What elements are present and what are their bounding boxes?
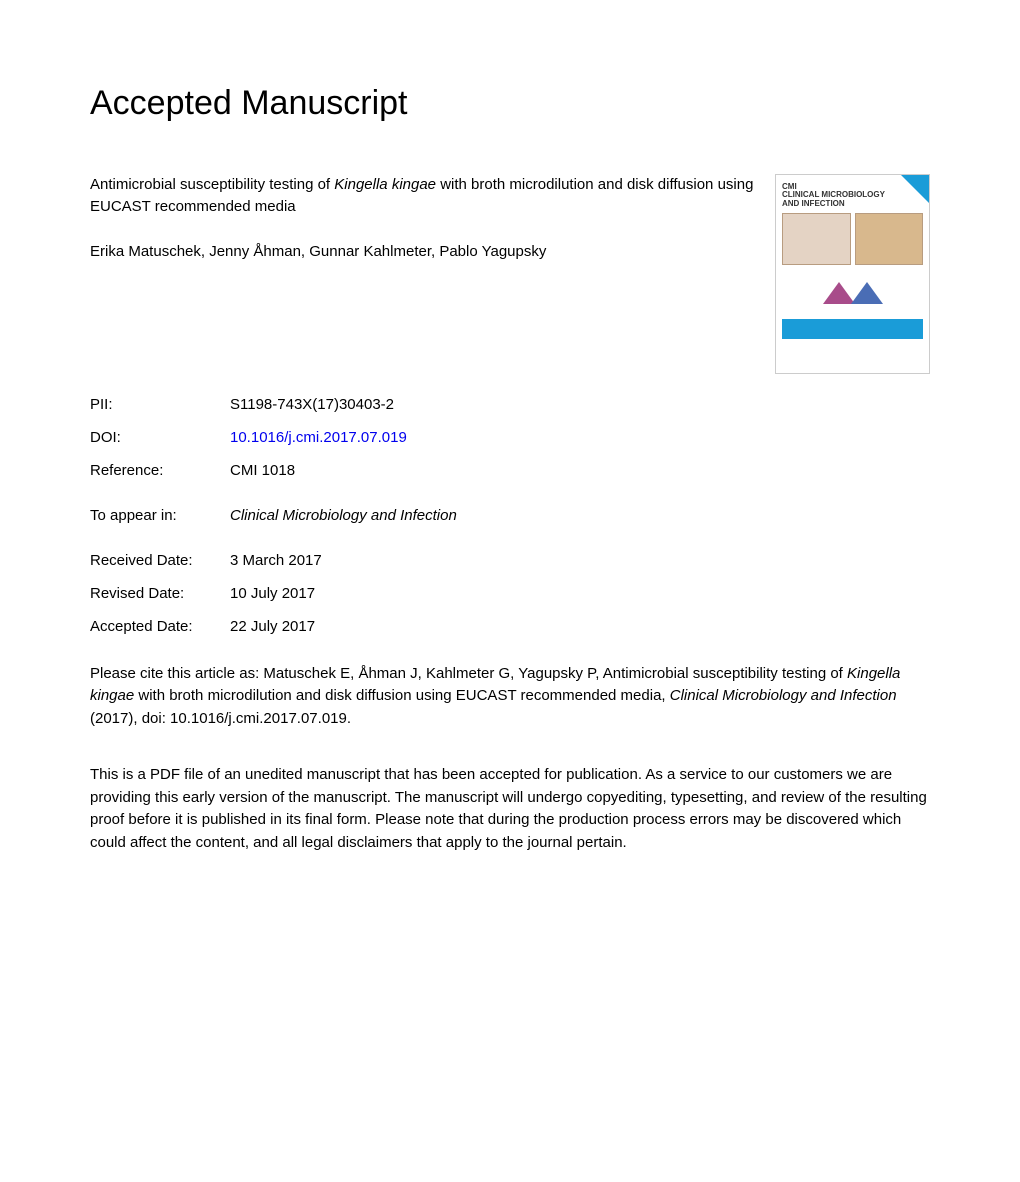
title-prefix: Antimicrobial susceptibility testing of bbox=[90, 176, 334, 193]
journal-cover: CMI CLINICAL MICROBIOLOGY AND INFECTION bbox=[775, 174, 930, 374]
doi-link[interactable]: 10.1016/j.cmi.2017.07.019 bbox=[230, 429, 407, 446]
meta-row-revised: Revised Date: 10 July 2017 bbox=[90, 583, 930, 604]
meta-table: PII: S1198-743X(17)30403-2 DOI: 10.1016/… bbox=[90, 394, 930, 637]
title-block: Antimicrobial susceptibility testing of … bbox=[90, 174, 775, 292]
revised-label: Revised Date: bbox=[90, 583, 230, 604]
pii-value: S1198-743X(17)30403-2 bbox=[230, 394, 930, 415]
doi-label: DOI: bbox=[90, 427, 230, 448]
ref-value: CMI 1018 bbox=[230, 460, 930, 481]
appear-value: Clinical Microbiology and Infection bbox=[230, 505, 930, 526]
cover-thumbnails bbox=[776, 213, 929, 265]
cover-thumb-2-icon bbox=[855, 213, 924, 265]
pentagon-right-icon bbox=[851, 282, 883, 304]
meta-row-doi: DOI: 10.1016/j.cmi.2017.07.019 bbox=[90, 427, 930, 448]
cover-thumb-1-icon bbox=[782, 213, 851, 265]
disclaimer: This is a PDF file of an unedited manusc… bbox=[90, 764, 930, 854]
cover-diagram bbox=[782, 271, 923, 315]
authors: Erika Matuschek, Jenny Åhman, Gunnar Kah… bbox=[90, 241, 755, 262]
cover-ribbon-icon bbox=[901, 175, 929, 203]
meta-row-received: Received Date: 3 March 2017 bbox=[90, 550, 930, 571]
ref-label: Reference: bbox=[90, 460, 230, 481]
cite-suffix: (2017), doi: 10.1016/j.cmi.2017.07.019. bbox=[90, 710, 351, 727]
cover-footer bbox=[776, 345, 929, 356]
cite-journal: Clinical Microbiology and Infection bbox=[670, 687, 897, 704]
revised-value: 10 July 2017 bbox=[230, 583, 930, 604]
pii-label: PII: bbox=[90, 394, 230, 415]
title-species: Kingella kingae bbox=[334, 176, 436, 193]
received-label: Received Date: bbox=[90, 550, 230, 571]
meta-row-pii: PII: S1198-743X(17)30403-2 bbox=[90, 394, 930, 415]
cite-mid: with broth microdilution and disk diffus… bbox=[134, 687, 670, 704]
appear-label: To appear in: bbox=[90, 505, 230, 526]
meta-row-appear: To appear in: Clinical Microbiology and … bbox=[90, 505, 930, 526]
citation-block: Please cite this article as: Matuschek E… bbox=[90, 663, 930, 731]
meta-row-accepted: Accepted Date: 22 July 2017 bbox=[90, 616, 930, 637]
meta-row-reference: Reference: CMI 1018 bbox=[90, 460, 930, 481]
article-title: Antimicrobial susceptibility testing of … bbox=[90, 174, 755, 219]
accepted-label: Accepted Date: bbox=[90, 616, 230, 637]
header-row: Antimicrobial susceptibility testing of … bbox=[90, 174, 930, 374]
accepted-value: 22 July 2017 bbox=[230, 616, 930, 637]
cite-prefix: Please cite this article as: Matuschek E… bbox=[90, 665, 847, 682]
received-value: 3 March 2017 bbox=[230, 550, 930, 571]
cover-band bbox=[782, 319, 923, 339]
page-heading: Accepted Manuscript bbox=[90, 80, 930, 128]
